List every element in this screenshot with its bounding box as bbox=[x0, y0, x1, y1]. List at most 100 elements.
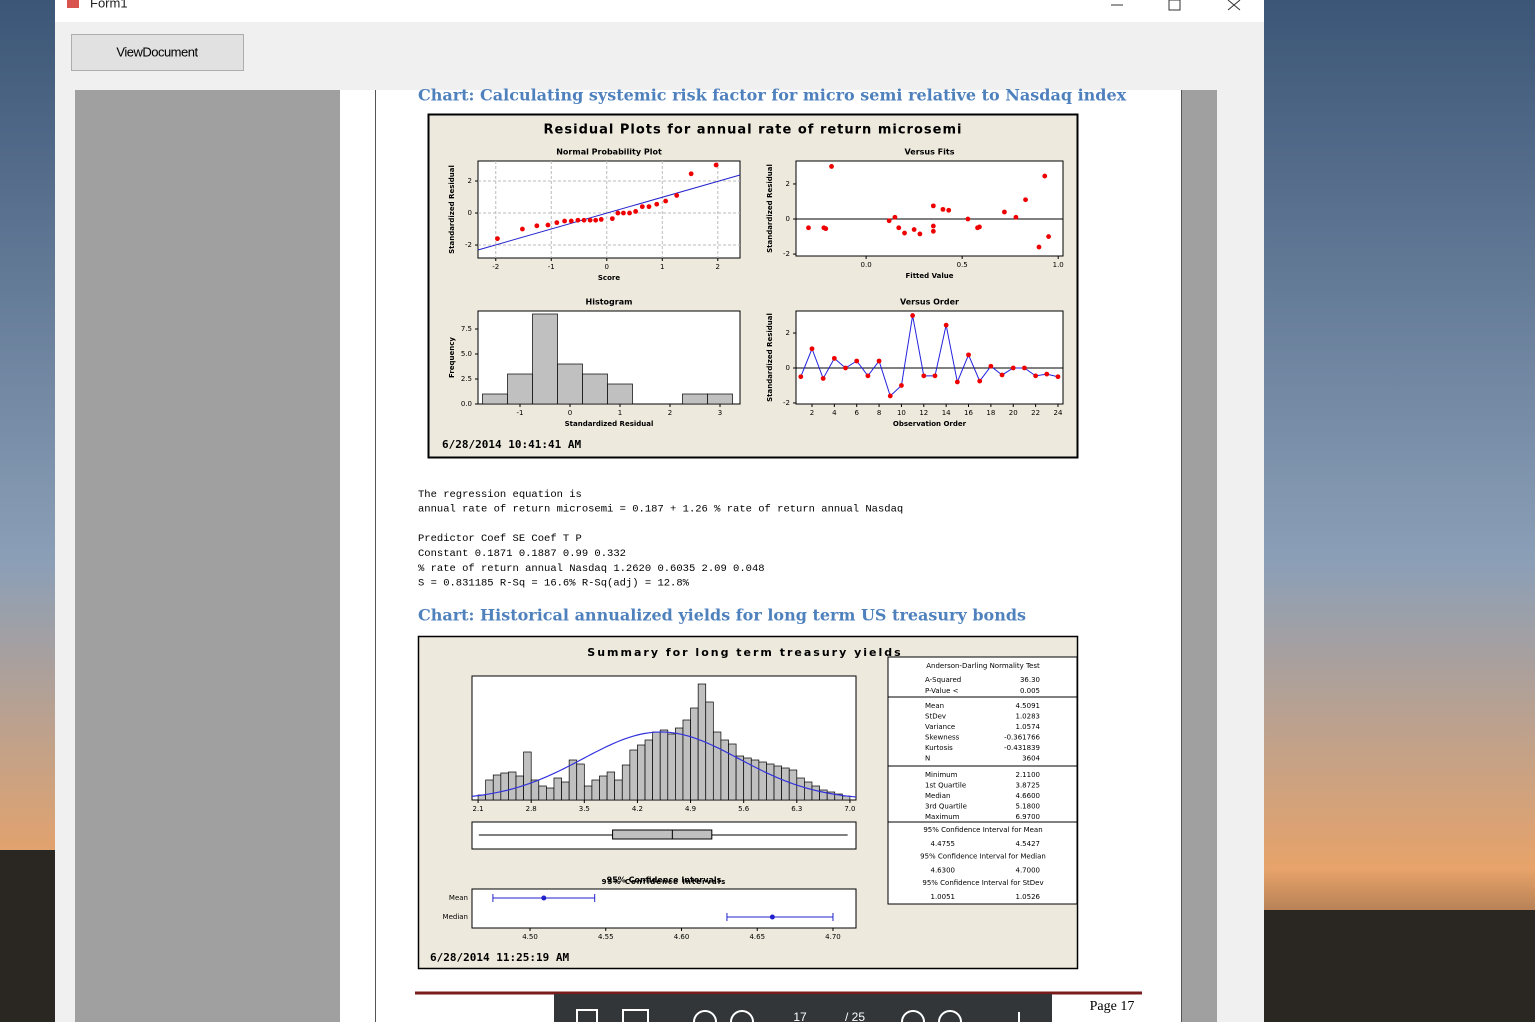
histogram-bar bbox=[659, 729, 669, 801]
point bbox=[615, 210, 621, 216]
point bbox=[930, 203, 936, 209]
plot-area bbox=[477, 160, 741, 259]
histogram-bar bbox=[804, 781, 813, 801]
y-tick-label: -2 bbox=[783, 250, 790, 258]
y-axis-label: Frequency bbox=[448, 337, 456, 378]
histogram-bar bbox=[508, 771, 517, 801]
interval-low: 4.6300 bbox=[931, 867, 956, 875]
point bbox=[598, 217, 604, 222]
point bbox=[940, 206, 946, 212]
stats-box bbox=[887, 656, 1078, 905]
regression-line: The regression equation is bbox=[418, 489, 582, 501]
x-tick-label: 2 bbox=[716, 263, 720, 271]
y-tick-label: 0 bbox=[468, 209, 472, 217]
x-tick-label: 1 bbox=[660, 263, 664, 271]
point bbox=[892, 214, 898, 220]
x-tick-label: -1 bbox=[517, 409, 524, 417]
window-title: Form1 bbox=[90, 0, 128, 10]
y-tick-label: 0.0 bbox=[461, 400, 472, 408]
histogram-bar bbox=[644, 739, 653, 801]
histogram-bar bbox=[690, 707, 699, 801]
normal-curve bbox=[471, 731, 857, 798]
plot-area bbox=[471, 888, 857, 929]
stats-label: 1st Quartile bbox=[925, 782, 966, 790]
point bbox=[495, 236, 500, 242]
stats-value: 5.1800 bbox=[1016, 803, 1041, 811]
point bbox=[988, 363, 994, 369]
x-axis-label: Standardized Residual bbox=[565, 420, 654, 428]
x-tick-label: 2.8 bbox=[526, 805, 537, 813]
y-tick-label: 2 bbox=[786, 180, 790, 188]
point bbox=[843, 365, 848, 371]
ci-title: 95% Confidence Intervals bbox=[602, 878, 727, 886]
heading: Chart: Calculating systemic risk factor … bbox=[418, 86, 1127, 105]
plot-title: Residual Plots for annual rate of return… bbox=[544, 123, 963, 138]
histogram-bar bbox=[707, 393, 733, 405]
x-tick-label: 6 bbox=[854, 409, 859, 417]
x-axis-label: Fitted Value bbox=[906, 272, 954, 280]
y-axis-label: Standardized Residual bbox=[766, 313, 774, 402]
x-tick-label: 12 bbox=[919, 409, 928, 417]
timestamp: 6/28/2014 11:25:19 AM bbox=[430, 951, 569, 964]
histogram-bar bbox=[607, 383, 633, 405]
point bbox=[1013, 214, 1019, 220]
stats-heading: Anderson-Darling Normality Test bbox=[926, 662, 1040, 670]
histogram-bar bbox=[614, 779, 623, 801]
histogram-bar bbox=[781, 767, 790, 801]
regression-line: % rate of return annual Nasdaq 1.2620 0.… bbox=[418, 563, 765, 575]
stats-label: P-Value < bbox=[925, 687, 959, 695]
ci-label: Median bbox=[443, 913, 468, 921]
point bbox=[581, 217, 587, 223]
point bbox=[1042, 173, 1048, 179]
maximize[interactable] bbox=[1168, 0, 1181, 11]
histogram-bar bbox=[557, 363, 583, 405]
histogram-bar bbox=[507, 373, 533, 405]
x-tick-label: 0 bbox=[605, 263, 609, 271]
point bbox=[902, 230, 907, 236]
x-tick-label: 2 bbox=[810, 409, 814, 417]
stats-label: Skewness bbox=[925, 734, 960, 742]
point bbox=[1023, 197, 1028, 203]
x-tick-label: 2 bbox=[668, 409, 672, 417]
x-tick-label: 4.9 bbox=[685, 805, 696, 813]
x-tick-label: 4.55 bbox=[598, 933, 614, 941]
close[interactable] bbox=[1227, 0, 1241, 11]
ci-point bbox=[769, 914, 775, 920]
point bbox=[930, 228, 936, 234]
x-axis-label: Score bbox=[598, 274, 620, 282]
interval-title: 95% Confidence Interval for Mean bbox=[923, 826, 1042, 834]
histogram-bar bbox=[682, 719, 691, 801]
stats-label: Variance bbox=[925, 723, 955, 731]
interval-low: 1.0051 bbox=[931, 893, 956, 901]
point bbox=[910, 313, 916, 318]
histogram-bar bbox=[796, 777, 805, 801]
histogram-bar bbox=[705, 701, 714, 801]
histogram-bar bbox=[637, 744, 646, 801]
x-tick-label: -1 bbox=[548, 263, 555, 271]
current-page[interactable]: 17 bbox=[793, 1010, 807, 1024]
regression-line: annual rate of return microsemi = 0.187 … bbox=[418, 504, 903, 516]
histogram-bar bbox=[758, 761, 767, 801]
x-tick-label: 2.1 bbox=[473, 805, 484, 813]
x-tick-label: -2 bbox=[492, 263, 499, 271]
stats-label: Median bbox=[925, 792, 950, 800]
point bbox=[1036, 244, 1042, 250]
x-tick-label: 14 bbox=[942, 409, 951, 417]
point bbox=[663, 198, 669, 204]
stats-label: 3rd Quartile bbox=[925, 803, 967, 811]
histogram-bar bbox=[675, 727, 684, 801]
point bbox=[587, 217, 593, 223]
stats-value: 2.1100 bbox=[1016, 771, 1041, 779]
x-tick-label: 0.0 bbox=[861, 261, 872, 269]
panel-title: Versus Order bbox=[900, 298, 959, 307]
y-tick-label: 2.5 bbox=[461, 375, 472, 383]
city bbox=[1264, 910, 1535, 1022]
view-document-button[interactable] bbox=[71, 34, 244, 71]
histogram-bar bbox=[532, 313, 558, 405]
point bbox=[1046, 234, 1051, 239]
panel-title: Versus Fits bbox=[905, 148, 955, 157]
panel-title: 95% Confidence Intervals bbox=[607, 876, 722, 885]
x-tick-label: 0 bbox=[568, 409, 572, 417]
histogram-bar bbox=[561, 781, 570, 801]
